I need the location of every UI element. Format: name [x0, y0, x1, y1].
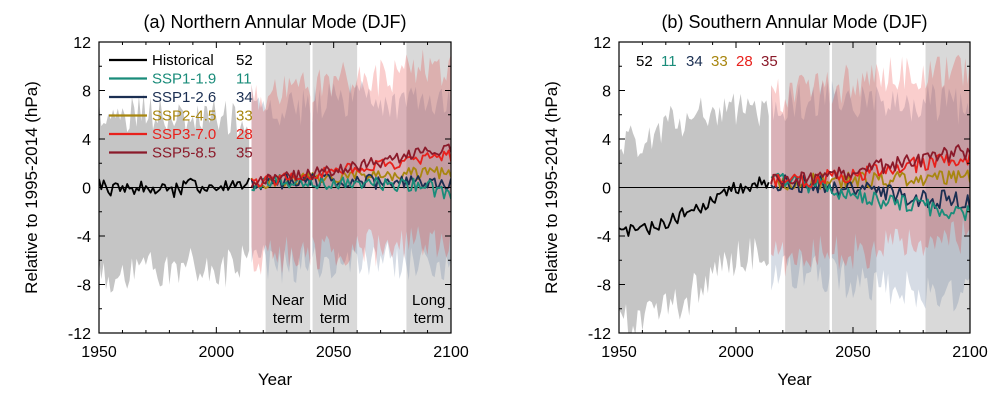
x-tick-label: 2000: [718, 344, 754, 361]
x-tick-label: 1950: [601, 344, 637, 361]
count-label: 34: [686, 53, 703, 70]
period-band-label-0-0: Near: [272, 292, 305, 309]
panel-sam: -12 -8 -4 0 4 8 12 1950 2000 2050 2100 (b) Southern…: [542, 12, 988, 389]
count-label: 52: [636, 53, 653, 70]
y-tick-label: 8: [602, 84, 611, 101]
x-tick-label: 2050: [316, 344, 352, 361]
chart-title: (b) Southern Annular Mode (DJF): [661, 12, 927, 32]
legend-label: SSP1-1.9: [152, 71, 216, 88]
count-label: 33: [711, 53, 728, 70]
legend-count: 28: [236, 126, 253, 143]
series-line-historical: [619, 176, 770, 237]
legend: Historical 52 SSP1-1.9 11 SSP1-2.6 34 SSP2-4.5…: [109, 52, 253, 162]
legend-count: 35: [236, 145, 253, 162]
legend-count: 11: [236, 71, 252, 88]
series-line-ssp5-8-5: [770, 144, 970, 189]
period-band-label-2-1: term: [414, 310, 444, 327]
count-label: 11: [661, 53, 677, 70]
x-tick-label: 2000: [199, 344, 235, 361]
y-axis-label: Relative to 1995-2014 (hPa): [22, 81, 41, 294]
period-band-label-2-0: Long: [412, 292, 445, 309]
chart-title: (a) Northern Annular Mode (DJF): [143, 12, 406, 32]
y-tick-label: 8: [82, 84, 91, 101]
x-tick-label: 2100: [952, 344, 988, 361]
y-tick-label: 0: [82, 181, 91, 198]
period-band-label-1-0: Mid: [323, 292, 347, 309]
y-tick-label: -4: [77, 229, 91, 246]
range-historical: [619, 93, 769, 333]
y-tick-label: 4: [82, 132, 91, 149]
period-band-label-1-1: term: [320, 310, 350, 327]
y-tick-label: -8: [597, 278, 611, 295]
plot-area: [99, 42, 451, 333]
y-tick-label: 0: [602, 181, 611, 198]
x-axis-label: Year: [777, 370, 812, 389]
y-tick-label: -12: [68, 326, 91, 343]
x-tick-label: 2100: [433, 344, 469, 361]
legend-label: Historical: [152, 52, 214, 69]
series-line-ssp1-1-9: [251, 174, 451, 200]
y-tick-label: -8: [77, 278, 91, 295]
legend-label: SSP1-2.6: [152, 89, 216, 106]
y-tick-label: -12: [588, 326, 611, 343]
y-tick-label: -4: [597, 229, 611, 246]
plot-area: [619, 42, 970, 333]
count-labels: 52 11 34 33 28 35: [636, 53, 778, 70]
y-axis-label: Relative to 1995-2014 (hPa): [542, 81, 561, 294]
y-tick-label: 12: [73, 35, 91, 52]
series-line-ssp5-8-5: [250, 143, 451, 188]
legend-count: 33: [236, 108, 253, 125]
legend-label: SSP3-7.0: [152, 126, 216, 143]
y-tick-label: 12: [593, 35, 611, 52]
legend-count: 52: [236, 52, 253, 69]
series-line-historical: [99, 177, 251, 199]
x-tick-label: 1950: [81, 344, 117, 361]
range-ssp3-7-0: [251, 49, 451, 275]
series-line-ssp1-1-9: [770, 172, 970, 222]
series-line-ssp1-2-6: [250, 172, 451, 191]
x-axis-label: Year: [258, 370, 293, 389]
range-ssp1-2-6: [771, 80, 970, 312]
count-label: 28: [736, 53, 753, 70]
legend-label: SSP2-4.5: [152, 108, 216, 125]
period-band-label-0-1: term: [273, 310, 303, 327]
legend-count: 34: [236, 89, 253, 106]
legend-label: SSP5-8.5: [152, 145, 216, 162]
count-label: 35: [761, 53, 778, 70]
y-tick-label: 4: [602, 132, 611, 149]
x-tick-label: 2050: [835, 344, 871, 361]
